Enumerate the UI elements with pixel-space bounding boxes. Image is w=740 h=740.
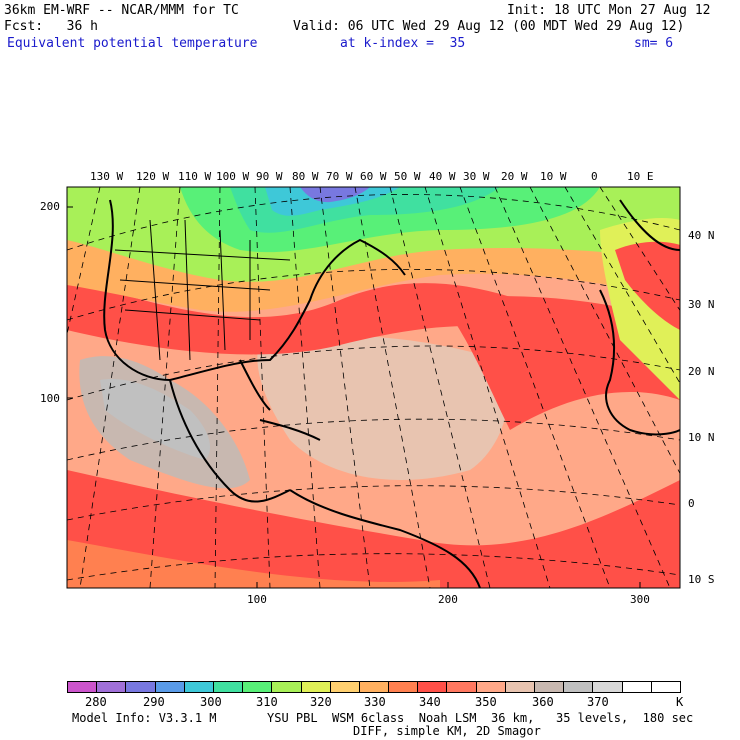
colorbar-swatch — [592, 681, 623, 693]
colorbar-swatch — [183, 681, 214, 693]
colorbar-swatch — [300, 681, 331, 693]
colorbar-unit: K — [676, 695, 684, 709]
init-time: Init: 18 UTC Mon 27 Aug 12 — [507, 3, 711, 18]
lat-label: 10 N — [688, 431, 715, 444]
diffusion-info: DIFF, simple KM, 2D Smagor — [353, 724, 541, 738]
field-red-midlat — [67, 280, 520, 355]
colorbar-swatch — [504, 681, 536, 693]
grid-x-label: 100 — [247, 593, 267, 606]
colorbar-swatch — [67, 681, 98, 693]
forecast-hour: Fcst: 36 h — [4, 19, 98, 34]
colorbar-swatch — [329, 681, 360, 693]
colorbar-label: 290 — [143, 695, 165, 709]
level-info: at k-index = 35 — [340, 36, 466, 51]
colorbar-swatch — [534, 681, 565, 693]
colorbar-label: 360 — [532, 695, 554, 709]
colorbar-swatch — [417, 681, 448, 693]
grid-x-label: 200 — [438, 593, 458, 606]
colorbar-swatch — [212, 681, 244, 693]
lon-label: 50 W — [394, 170, 421, 183]
lon-label: 100 W — [216, 170, 250, 183]
colorbar-label: 350 — [475, 695, 497, 709]
colorbar-swatch — [475, 681, 506, 693]
field-silver-gulf — [100, 379, 210, 460]
lat-label: 10 S — [688, 573, 715, 586]
field-orange-south — [67, 540, 440, 588]
lon-label: 10 W — [540, 170, 567, 183]
colorbar-label: 300 — [200, 695, 222, 709]
lat-label: 20 N — [688, 365, 715, 378]
lon-label: 0 — [591, 170, 598, 183]
lon-label: 130 W — [90, 170, 124, 183]
model-title: 36km EM-WRF -- NCAR/MMM for TC — [4, 3, 239, 18]
colorbar-label: 370 — [587, 695, 609, 709]
colorbar-swatch — [96, 681, 127, 693]
colorbar-swatch — [446, 681, 477, 693]
graticule — [67, 187, 680, 588]
colorbar-swatch — [621, 681, 652, 693]
lon-label: 70 W — [326, 170, 353, 183]
grid-x-label: 300 — [630, 593, 650, 606]
colorbar-swatch — [125, 681, 156, 693]
colorbar-label: 330 — [364, 695, 386, 709]
lat-label: 40 N — [688, 229, 715, 242]
lon-label: 90 W — [256, 170, 283, 183]
lon-label: 110 W — [178, 170, 212, 183]
colorbar-swatch — [563, 681, 594, 693]
coastlines — [103, 199, 680, 588]
colorbar-swatch — [154, 681, 185, 693]
grid-y-label: 200 — [40, 200, 60, 213]
lon-label: 30 W — [463, 170, 490, 183]
colorbar-swatch — [388, 681, 419, 693]
colorbar-label: 340 — [419, 695, 441, 709]
physics-info: YSU PBL WSM 6class Noah LSM 36 km, 35 le… — [267, 711, 694, 725]
map-frame — [66, 186, 681, 589]
lon-label: 120 W — [136, 170, 170, 183]
field-red-iberia — [615, 241, 680, 330]
colorbar-swatch — [271, 681, 302, 693]
valid-time: Valid: 06 UTC Wed 29 Aug 12 (00 MDT Wed … — [293, 19, 685, 34]
grid-y-label: 100 — [40, 392, 60, 405]
lon-label: 80 W — [292, 170, 319, 183]
lat-label: 0 — [688, 497, 695, 510]
colorbar-swatch — [650, 681, 681, 693]
lon-label: 60 W — [360, 170, 387, 183]
lon-label: 20 W — [501, 170, 528, 183]
colorbar-label: 310 — [256, 695, 278, 709]
field-name: Equivalent potential temperature — [7, 36, 258, 51]
smoothing-info: sm= 6 — [634, 36, 674, 51]
colorbar-label: 280 — [85, 695, 107, 709]
field-tan-atlantic — [257, 335, 509, 480]
model-info: Model Info: V3.3.1 M — [72, 711, 217, 725]
axis-ticks — [67, 206, 641, 588]
field-red-south — [67, 470, 680, 588]
colorbar-swatch — [358, 681, 390, 693]
colorbar-label: 320 — [310, 695, 332, 709]
political-borders — [114, 219, 291, 361]
lat-label: 30 N — [688, 298, 715, 311]
lon-label: 10 E — [627, 170, 654, 183]
colorbar-swatch — [242, 681, 273, 693]
lon-label: 40 W — [429, 170, 456, 183]
